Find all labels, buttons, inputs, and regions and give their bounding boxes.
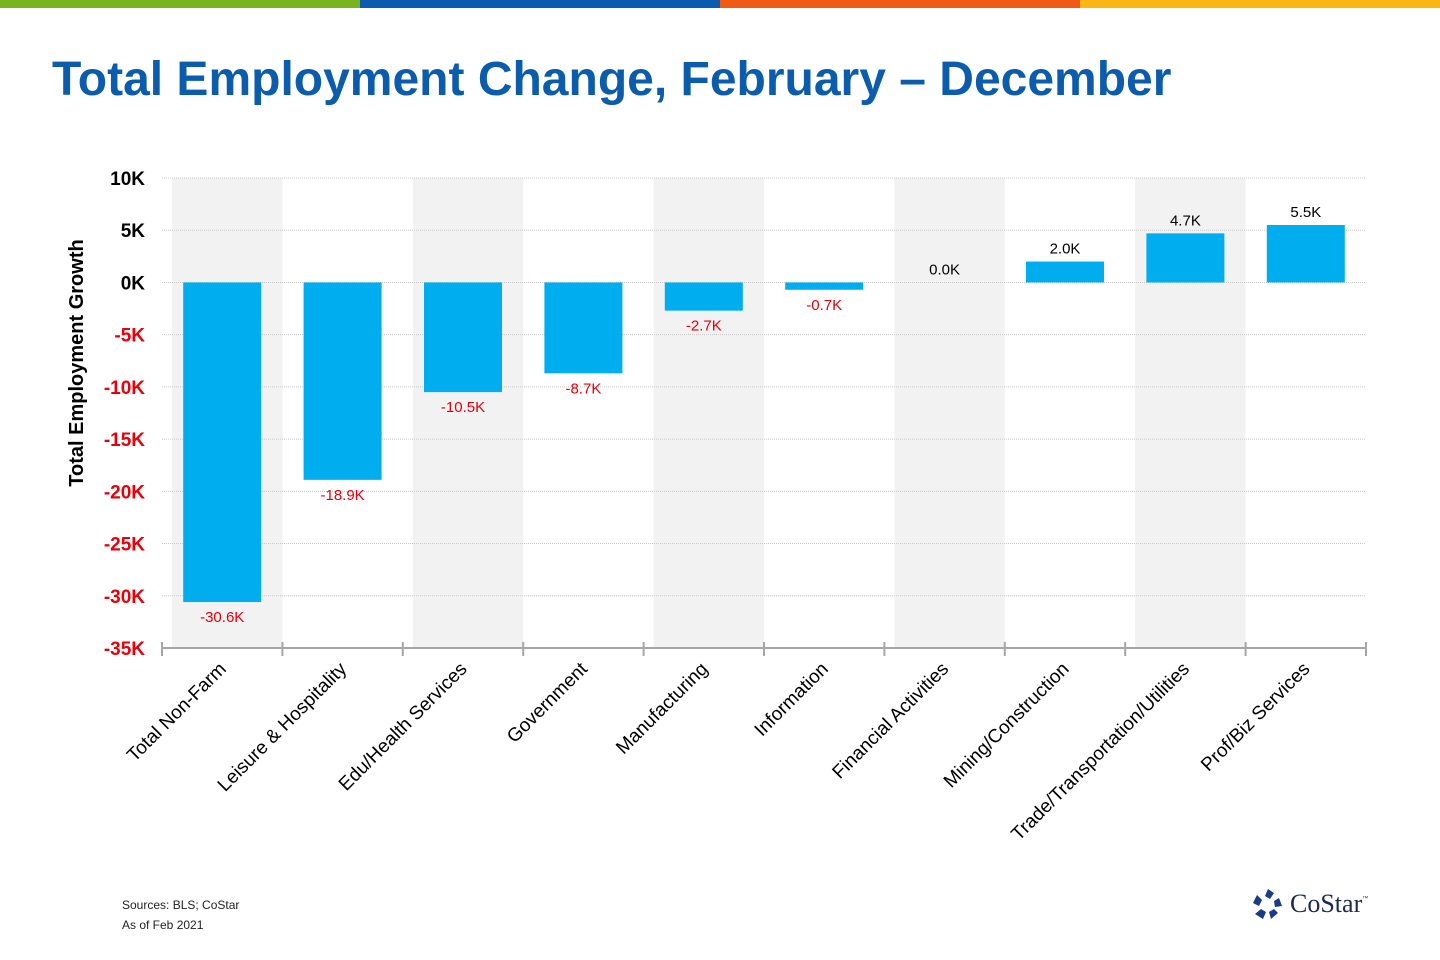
data-label: -8.7K <box>565 380 601 397</box>
as-of-note: As of Feb 2021 <box>122 918 204 932</box>
y-tick-label: 10K <box>110 169 145 190</box>
bar <box>303 282 382 480</box>
data-label: -30.6K <box>200 609 244 626</box>
costar-logo: CoStar ™ <box>1252 888 1368 920</box>
logo-text: CoStar <box>1290 889 1363 918</box>
x-tick-label: Manufacturing <box>612 659 712 759</box>
category-band <box>412 178 524 648</box>
bar <box>664 282 743 311</box>
category-band <box>894 178 1005 648</box>
data-label: 4.7K <box>1170 212 1201 229</box>
bar <box>785 282 864 290</box>
y-axis-title: Total Employment Growth <box>66 239 88 486</box>
trademark: ™ <box>1362 896 1369 902</box>
y-tick-label: -10K <box>104 378 145 399</box>
data-label: 2.0K <box>1050 241 1081 258</box>
data-label: -2.7K <box>686 318 722 335</box>
data-label: 5.5K <box>1290 204 1321 221</box>
data-label: -0.7K <box>806 297 842 314</box>
y-tick-label: 0K <box>121 273 146 294</box>
category-band <box>653 178 764 648</box>
y-tick-label: -15K <box>104 430 145 451</box>
y-tick-label: -35K <box>104 639 145 660</box>
data-label: 0.0K <box>929 261 960 278</box>
y-tick-label: -30K <box>104 587 145 608</box>
bar <box>1026 261 1104 283</box>
top-stripe-yellow <box>1080 0 1440 8</box>
bar <box>544 282 623 374</box>
bar <box>1146 233 1225 283</box>
bar <box>424 282 502 393</box>
top-stripe-green <box>0 0 360 8</box>
y-tick-label: -25K <box>104 535 145 556</box>
bar <box>1266 225 1345 283</box>
bar <box>183 282 262 603</box>
page-title: Total Employment Change, February – Dece… <box>52 53 1172 106</box>
x-tick-label: Information <box>751 659 833 741</box>
data-label: -18.9K <box>320 487 364 504</box>
costar-star-icon <box>1253 889 1282 919</box>
data-label: -10.5K <box>441 399 485 416</box>
y-tick-label: -20K <box>104 482 145 503</box>
x-tick-label: Prof/Biz Services <box>1197 659 1314 776</box>
x-tick-label: Financial Activities <box>829 659 954 784</box>
y-tick-label: -5K <box>114 326 145 347</box>
x-tick-label: Mining/Construction <box>940 659 1074 793</box>
x-tick-label: Edu/Health Services <box>335 659 472 796</box>
top-stripe-orange <box>720 0 1080 8</box>
x-tick-label: Total Non-Farm <box>123 659 230 766</box>
top-stripe-blue <box>360 0 720 8</box>
y-tick-label: 5K <box>121 221 146 242</box>
sources-note: Sources: BLS; CoStar <box>122 898 240 912</box>
x-tick-label: Leisure & Hospitality <box>214 658 352 796</box>
x-tick-label: Government <box>503 658 592 747</box>
